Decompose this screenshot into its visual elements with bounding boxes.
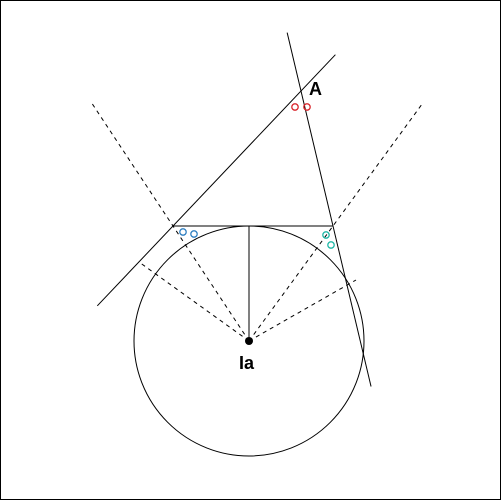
line-IaPab <box>139 262 249 341</box>
line-IaC <box>249 105 421 341</box>
line-AB_ext <box>97 55 335 306</box>
angle-marker-atB-0 <box>180 229 186 235</box>
line-IaPac <box>249 280 356 341</box>
angle-marker-atB-1 <box>191 231 197 237</box>
line-AC_ext <box>287 33 371 387</box>
geometry-svg <box>1 1 500 499</box>
line-IaB <box>90 101 249 341</box>
point-Ia <box>245 337 253 345</box>
diagram-frame: A Ia <box>0 0 501 500</box>
angle-marker-atC-1 <box>328 242 334 248</box>
angle-marker-atA-0 <box>292 104 298 110</box>
